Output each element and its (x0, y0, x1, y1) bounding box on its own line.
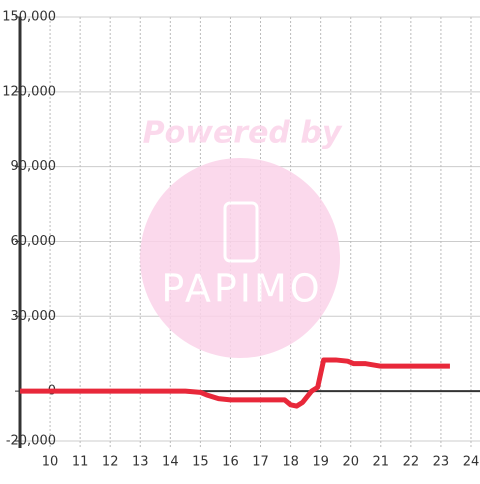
y-tick-label: 90,000 (11, 159, 57, 174)
x-tick-label: 18 (282, 455, 299, 470)
x-tick-label: 13 (132, 455, 149, 470)
watermark-text: Powered by (143, 116, 343, 151)
y-tick-label: 30,000 (11, 309, 57, 324)
x-tick-label: 23 (433, 455, 450, 470)
x-tick-label: 11 (72, 455, 89, 470)
y-tick-label: 120,000 (2, 84, 56, 99)
x-tick-label: 22 (403, 455, 420, 470)
watermark-text: PAPIMO (161, 267, 322, 311)
watermark: Powered by PAPIMO (140, 116, 343, 358)
x-tick-label: 14 (162, 455, 179, 470)
watermark-icon (223, 201, 259, 263)
x-tick-label: 16 (222, 455, 239, 470)
y-tick-label: 60,000 (11, 234, 57, 249)
x-tick-label: 17 (252, 455, 269, 470)
watermark-circle (140, 158, 340, 358)
x-tick-label: 21 (373, 455, 390, 470)
x-tick-label: 10 (42, 455, 59, 470)
x-tick-label: 15 (192, 455, 209, 470)
x-tick-label: 24 (463, 455, 480, 470)
x-tick-label: 20 (342, 455, 359, 470)
data-line (20, 357, 450, 409)
y-tick-label: 150,000 (2, 10, 56, 25)
x-tick-label: 12 (102, 455, 119, 470)
x-tick-label: 19 (312, 455, 329, 470)
y-tick-label: -20,000 (6, 434, 56, 449)
